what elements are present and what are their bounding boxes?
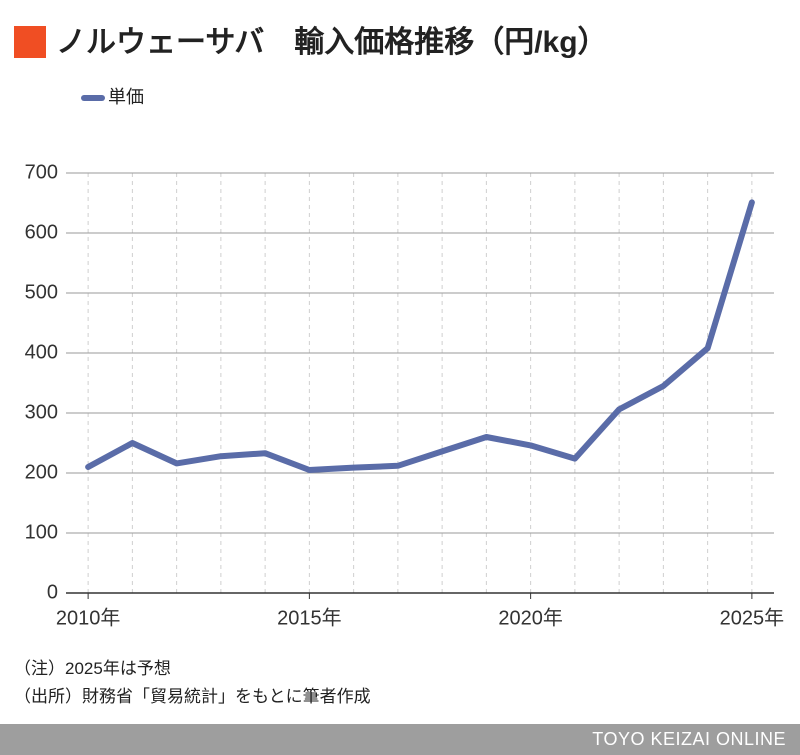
y-tick-label: 200 [25, 461, 58, 483]
y-tick-label: 100 [25, 521, 58, 543]
x-tick-label: 2025年 [720, 606, 785, 629]
y-tick-label: 500 [25, 281, 58, 303]
footer: TOYO KEIZAI ONLINE [0, 724, 800, 755]
chart-title: ノルウェーサバ 輸入価格推移（円/kg） [56, 25, 608, 59]
x-tick-label: 2015年 [277, 606, 342, 629]
note: （出所）財務省「貿易統計」をもとに筆者作成 [14, 687, 371, 706]
y-tick-label: 600 [25, 221, 58, 243]
x-tick-label: 2010年 [56, 606, 121, 629]
legend: 単価 [81, 87, 144, 107]
note: （注）2025年は予想 [14, 659, 171, 678]
y-tick-label: 300 [25, 401, 58, 423]
data-line [85, 199, 755, 473]
x-tick-label: 2020年 [498, 606, 563, 629]
title-marker [14, 26, 46, 58]
y-tick-label: 700 [25, 161, 58, 183]
y-tick-label: 400 [25, 341, 58, 363]
chart: ノルウェーサバ 輸入価格推移（円/kg） 単価 0 100 200 300 400 500… [14, 25, 785, 629]
source: TOYO KEIZAI ONLINE [592, 729, 786, 749]
legend-label: 単価 [108, 87, 144, 107]
y-tick-label: 0 [47, 581, 58, 603]
